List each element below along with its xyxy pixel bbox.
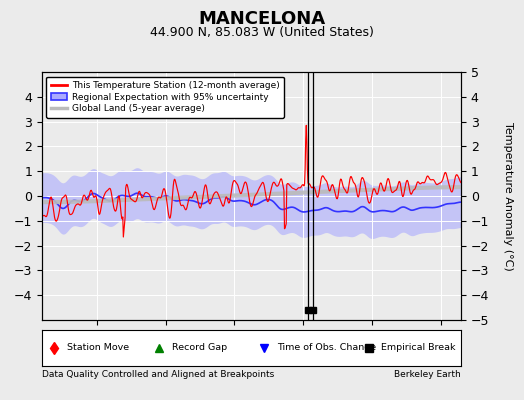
Text: 44.900 N, 85.083 W (United States): 44.900 N, 85.083 W (United States): [150, 26, 374, 39]
Text: Record Gap: Record Gap: [172, 344, 227, 352]
Text: Data Quality Controlled and Aligned at Breakpoints: Data Quality Controlled and Aligned at B…: [42, 370, 274, 379]
Text: Empirical Break: Empirical Break: [381, 344, 456, 352]
Text: Station Move: Station Move: [67, 344, 129, 352]
Text: Time of Obs. Change: Time of Obs. Change: [277, 344, 376, 352]
Text: Berkeley Earth: Berkeley Earth: [395, 370, 461, 379]
Legend: This Temperature Station (12-month average), Regional Expectation with 95% uncer: This Temperature Station (12-month avera…: [47, 76, 284, 118]
Y-axis label: Temperature Anomaly (°C): Temperature Anomaly (°C): [503, 122, 513, 270]
Text: MANCELONA: MANCELONA: [199, 10, 325, 28]
